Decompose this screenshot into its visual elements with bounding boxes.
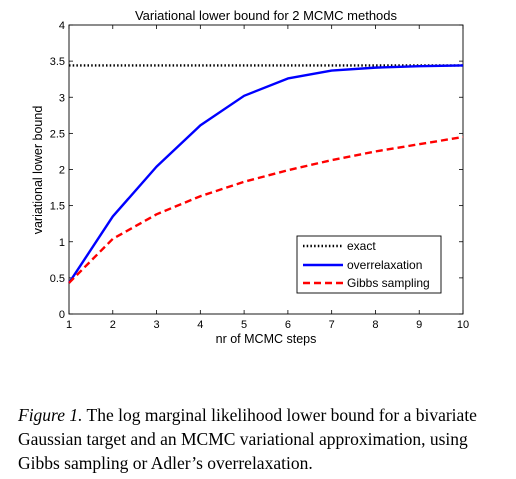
plot-area: 1 2 3 4 5 6 7 8 9 10 0 0.5 1 1.5 2 2.5 3 3.5 4	[50, 20, 469, 331]
y-tick-label: 4	[59, 20, 65, 32]
axis-ticks: 1 2 3 4 5 6 7 8 9 10 0 0.5 1 1.5 2 2.5 3 3.5 4	[50, 20, 469, 331]
legend-label-overrelaxation: overrelaxation	[347, 258, 422, 272]
y-tick-label: 2	[59, 165, 65, 177]
y-tick-label: 0.5	[50, 273, 65, 285]
y-tick-label: 2.5	[50, 128, 65, 140]
y-tick-label: 1.5	[50, 201, 65, 213]
figure-caption: Figure 1. The log marginal likelihood lo…	[18, 403, 510, 475]
x-axis-label: nr of MCMC steps	[216, 332, 317, 346]
x-tick-label: 7	[329, 319, 335, 331]
x-tick-label: 8	[372, 319, 378, 331]
x-tick-label: 1	[66, 319, 72, 331]
y-tick-label: 1	[59, 237, 65, 249]
y-tick-label: 0	[59, 309, 65, 321]
y-axis-label: variational lower bound	[31, 106, 45, 235]
x-tick-label: 9	[416, 319, 422, 331]
x-tick-label: 10	[457, 319, 469, 331]
legend-label-exact: exact	[347, 239, 376, 253]
y-tick-label: 3	[59, 92, 65, 104]
caption-lead: Figure 1.	[18, 405, 83, 425]
y-tick-label: 3.5	[50, 56, 65, 68]
series-layer	[67, 64, 464, 284]
chart-title: Variational lower bound for 2 MCMC metho…	[135, 8, 398, 23]
x-tick-label: 5	[241, 319, 247, 331]
x-tick-label: 3	[153, 319, 159, 331]
x-tick-label: 4	[197, 319, 203, 331]
caption-text: The log marginal likelihood lower bound …	[18, 405, 477, 473]
series-line-overrelaxation	[67, 64, 464, 284]
legend: exact overrelaxation Gibbs sampling	[296, 235, 442, 294]
legend-label-gibbs-sampling: Gibbs sampling	[347, 276, 430, 290]
x-tick-label: 2	[110, 319, 116, 331]
line-chart: Variational lower bound for 2 MCMC metho…	[31, 8, 469, 346]
x-tick-label: 6	[285, 319, 291, 331]
